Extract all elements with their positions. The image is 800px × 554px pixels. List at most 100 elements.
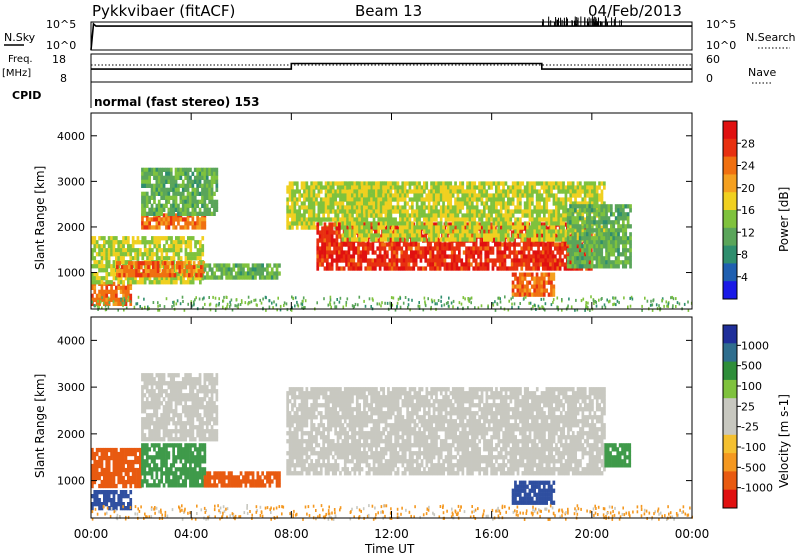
heatmap-cell — [595, 264, 599, 269]
heatmap-cell — [414, 258, 418, 263]
heatmap-cell — [420, 213, 424, 218]
heatmap-cell — [161, 269, 165, 274]
heatmap-cell — [516, 280, 520, 285]
heatmap-cell — [449, 225, 453, 230]
heatmap-cell — [348, 237, 352, 242]
heatmap-cell — [307, 185, 311, 190]
heatmap-cell — [472, 246, 476, 251]
heatmap-cell — [453, 258, 456, 263]
heatmap-cell — [601, 305, 604, 309]
heatmap-cell — [435, 225, 438, 230]
heatmap-cell — [491, 238, 495, 243]
heatmap-cell — [480, 189, 484, 194]
heatmap-cell — [227, 275, 231, 280]
heatmap-cell — [540, 237, 544, 242]
heatmap-cell — [411, 213, 414, 218]
heatmap-cell — [129, 293, 133, 298]
heatmap-cell — [460, 262, 464, 267]
heatmap-cell — [586, 208, 589, 213]
heatmap-cell — [479, 262, 483, 267]
heatmap-cell — [444, 233, 448, 238]
heatmap-cell — [157, 175, 161, 180]
heatmap-cell — [205, 167, 209, 172]
heatmap-cell — [474, 242, 478, 247]
heatmap-cell — [322, 213, 325, 218]
heatmap-cell — [475, 197, 479, 202]
heatmap-cell — [523, 288, 527, 293]
heatmap-cell — [571, 248, 575, 253]
heatmap-cell — [401, 205, 405, 210]
heatmap-cell — [602, 244, 606, 249]
heatmap-cell — [384, 189, 388, 194]
heatmap-cell — [415, 237, 419, 242]
heatmap-cell — [598, 248, 601, 253]
heatmap-cell — [583, 201, 587, 206]
heatmap-cell — [199, 280, 202, 285]
heatmap-cell — [172, 217, 175, 222]
heatmap-cell — [291, 193, 294, 198]
heatmap-cell — [105, 264, 109, 269]
heatmap-cell — [525, 238, 528, 243]
heatmap-cell — [330, 258, 334, 263]
heatmap-cell — [343, 193, 347, 198]
heatmap-cell — [478, 225, 481, 230]
heatmap-cell — [155, 207, 159, 212]
heatmap-cell — [222, 267, 226, 272]
heatmap-cell — [196, 276, 200, 281]
heatmap-cell — [179, 276, 183, 281]
heatmap-cell — [443, 266, 447, 271]
heatmap-cell — [358, 229, 361, 234]
heatmap-cell — [150, 191, 154, 196]
heatmap-cell — [449, 233, 453, 238]
heatmap-cell — [605, 244, 608, 249]
heatmap-cell — [576, 248, 580, 253]
heatmap-cell — [456, 189, 460, 194]
heatmap-cell — [435, 201, 438, 206]
heatmap-cell — [425, 229, 429, 234]
heatmap-cell — [242, 263, 245, 268]
heatmap-cell — [526, 189, 529, 194]
heatmap-cell — [571, 212, 575, 217]
heatmap-cell — [447, 304, 450, 308]
heatmap-cell — [203, 225, 207, 230]
heatmap-cell — [369, 226, 372, 231]
heatmap-cell — [520, 262, 524, 267]
heatmap-cell — [607, 220, 611, 225]
heatmap-cell — [622, 236, 625, 241]
heatmap-cell — [420, 225, 424, 230]
heatmap-cell — [595, 252, 599, 257]
heatmap-cell — [225, 271, 228, 276]
heatmap-cell — [148, 167, 151, 172]
heatmap-cell — [386, 242, 389, 247]
heatmap-cell — [95, 272, 99, 277]
heatmap-cell — [175, 276, 178, 281]
heatmap-cell — [687, 300, 689, 304]
heatmap-cell — [542, 292, 546, 297]
heatmap-cell — [412, 266, 416, 271]
heatmap-cell — [206, 275, 209, 280]
heatmap-cell — [378, 246, 382, 251]
heatmap-cell — [105, 276, 109, 281]
heatmap-cell — [602, 216, 606, 221]
heatmap-cell — [312, 201, 316, 206]
heatmap-cell — [406, 229, 409, 234]
heatmap-cell — [578, 264, 582, 269]
heatmap-cell — [435, 185, 438, 190]
heatmap-cell — [542, 266, 545, 271]
heatmap-cell — [367, 205, 371, 210]
heatmap-cell — [459, 233, 462, 238]
heatmap-cell — [153, 175, 156, 180]
heatmap-cell — [566, 232, 570, 237]
heatmap-cell — [210, 195, 214, 200]
heatmap-cell — [563, 254, 567, 259]
heatmap-cell — [581, 236, 584, 241]
heatmap-cell — [542, 272, 546, 277]
heatmap-cell — [128, 265, 131, 270]
heatmap-cell — [626, 240, 630, 245]
heatmap-cell — [554, 234, 557, 239]
heatmap-cell — [153, 280, 157, 285]
heatmap-cell — [586, 189, 589, 194]
heatmap-cell — [117, 276, 121, 281]
heatmap-cell — [123, 308, 125, 312]
heatmap-cell — [394, 185, 397, 190]
